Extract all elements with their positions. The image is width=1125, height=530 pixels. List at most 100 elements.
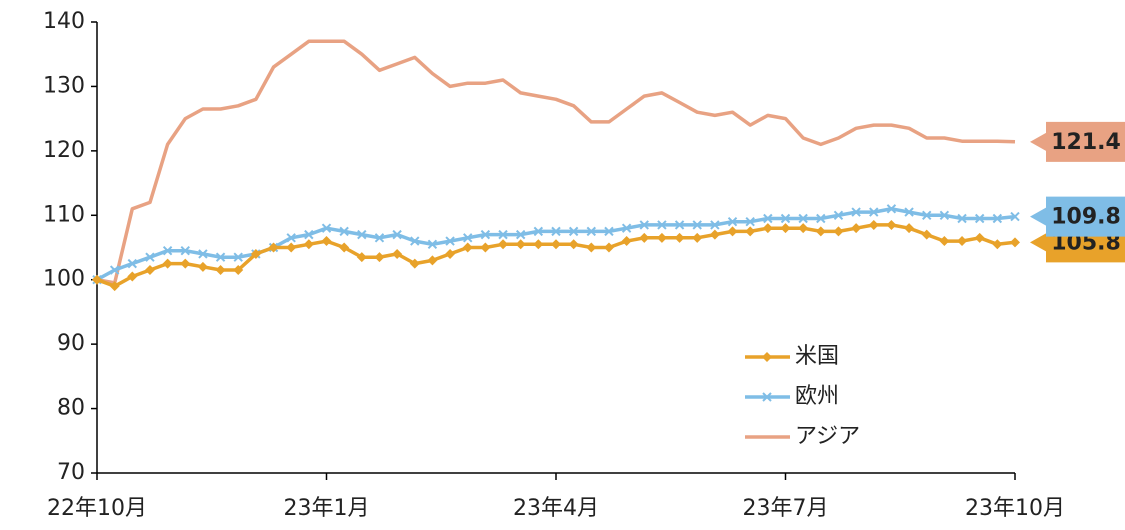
marker [127, 258, 138, 269]
marker [886, 219, 897, 230]
marker [445, 236, 455, 246]
marker [727, 226, 738, 237]
marker [357, 229, 367, 240]
marker [409, 258, 420, 269]
marker [974, 232, 985, 243]
marker [939, 236, 950, 247]
marker [886, 204, 897, 214]
y-tick-label: 90 [57, 331, 85, 356]
marker [480, 242, 491, 253]
marker [463, 233, 473, 243]
legend-label: 欧州 [795, 384, 839, 409]
marker [127, 271, 138, 282]
legend-label: アジア [795, 424, 860, 449]
marker [992, 213, 1003, 224]
marker [339, 242, 350, 253]
marker [692, 220, 702, 230]
marker [745, 217, 755, 227]
marker [710, 220, 720, 230]
end-label: 121.4 [1051, 130, 1121, 155]
marker [145, 252, 155, 262]
marker [922, 210, 932, 220]
y-tick-label: 100 [43, 267, 85, 292]
y-tick-label: 80 [57, 396, 85, 421]
marker [816, 213, 826, 224]
marker [109, 265, 120, 275]
marker [780, 213, 791, 224]
marker [709, 229, 720, 240]
marker [798, 213, 808, 224]
marker [533, 226, 544, 237]
y-tick-label: 140 [43, 9, 85, 34]
marker [215, 252, 226, 262]
marker [180, 258, 191, 269]
marker [92, 274, 102, 285]
marker [321, 223, 332, 233]
marker [339, 226, 349, 237]
marker [780, 223, 791, 234]
marker [480, 229, 491, 240]
marker [374, 252, 385, 263]
marker [427, 255, 438, 266]
marker [392, 229, 402, 240]
y-tick-label: 130 [43, 73, 85, 98]
marker [639, 220, 649, 230]
marker [762, 352, 772, 362]
marker [974, 213, 985, 224]
series-line [96, 39, 1016, 285]
marker [198, 249, 208, 259]
marker [604, 226, 614, 237]
marker [286, 242, 297, 253]
marker [427, 239, 438, 249]
marker [957, 213, 967, 224]
marker [462, 242, 473, 253]
marker [621, 223, 632, 233]
y-tick-label: 110 [43, 202, 85, 227]
marker [568, 239, 579, 250]
marker [833, 210, 844, 220]
marker [833, 226, 844, 237]
marker [815, 226, 826, 237]
x-tick-label: 23年10月 [965, 496, 1065, 521]
marker [586, 226, 597, 237]
marker [233, 265, 244, 276]
marker [498, 229, 508, 240]
x-tick-label: 22年10月 [47, 496, 147, 521]
marker [656, 232, 667, 243]
x-tick-label: 23年7月 [743, 496, 829, 521]
legend-label: 米国 [795, 344, 839, 369]
marker [215, 265, 226, 276]
marker [250, 248, 261, 259]
marker [639, 232, 650, 243]
marker [321, 236, 332, 247]
marker [109, 281, 120, 292]
marker [162, 246, 173, 256]
marker [657, 220, 667, 230]
end-label: 109.8 [1051, 205, 1121, 230]
marker [763, 213, 773, 224]
marker [957, 236, 968, 247]
marker [904, 207, 914, 217]
marker [233, 252, 243, 262]
marker [303, 239, 314, 250]
marker [144, 265, 155, 276]
marker [762, 223, 773, 234]
marker [392, 248, 403, 259]
marker [868, 219, 879, 230]
marker [674, 220, 685, 230]
marker [410, 236, 420, 246]
marker [851, 207, 861, 217]
y-tick-label: 120 [43, 138, 85, 163]
marker [304, 229, 314, 240]
marker [445, 248, 456, 259]
marker [992, 239, 1003, 250]
marker [162, 258, 173, 269]
marker [356, 252, 367, 263]
marker [180, 246, 190, 256]
x-tick-label: 23年4月 [513, 496, 599, 521]
marker [692, 232, 703, 243]
marker [551, 239, 561, 250]
marker [498, 239, 509, 250]
marker [551, 226, 561, 237]
